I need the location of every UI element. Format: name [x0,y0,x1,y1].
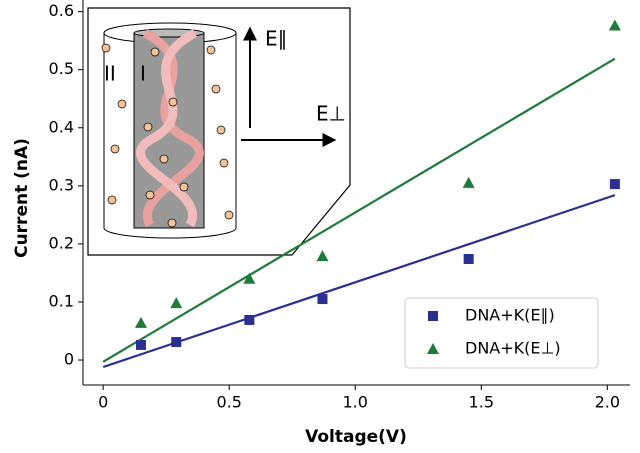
x-tick-label: 2.0 [595,393,620,412]
point [462,176,475,188]
fit-line [102,194,616,369]
point [171,337,182,348]
x-tick-label: 0 [98,393,108,412]
inset: E∥ E⊥ II I [87,7,351,256]
point [134,316,147,328]
x-tick-label: 1.5 [469,393,494,412]
inset-label: E∥ [265,27,288,51]
y-tick-label: 0 [64,350,74,369]
y-tick-label: 0.4 [49,117,74,136]
inset-label: II [104,62,116,86]
y-tick-label: 0.6 [49,1,74,20]
point [135,339,146,350]
legend-label: DNA+K(E∥) [465,306,555,325]
point [243,272,256,284]
point [609,179,620,190]
inset-label: I [140,62,146,86]
legend-marker [427,343,439,354]
point [463,253,474,264]
y-tick-label: 0.1 [49,291,74,310]
point [170,297,183,309]
fit-line [102,57,616,363]
point [317,294,328,305]
y-axis-label: Current (nA) [12,138,32,258]
x-tick-label: 1.0 [343,393,368,412]
y-tick-label: 0.3 [49,175,74,194]
x-tick-label: 0.5 [216,393,241,412]
y-tick-label: 0.2 [49,233,74,252]
point [244,314,255,325]
legend-label: DNA+K(E⊥) [465,339,561,358]
legend-box [404,297,599,369]
point [316,250,329,262]
y-tick-label: 0.5 [49,59,74,78]
inset-label: E⊥ [316,102,346,126]
x-axis-label: Voltage(V) [305,427,407,447]
point [608,19,621,31]
legend-marker [428,311,438,321]
